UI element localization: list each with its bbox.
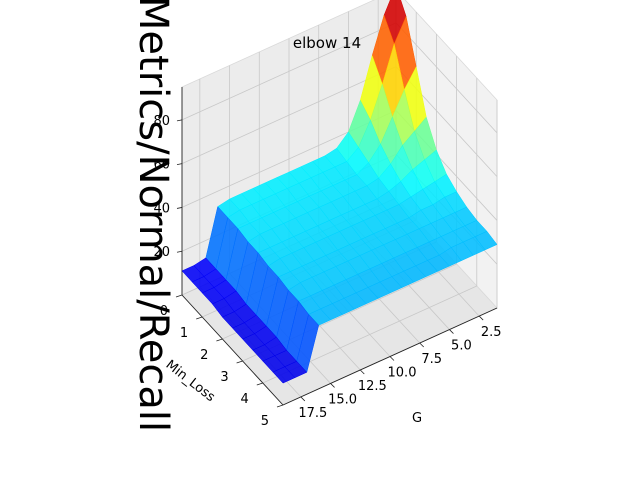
y-tick-label: 0: [160, 304, 168, 319]
x-tick-label: 15.0: [328, 392, 357, 407]
tick-mark: [359, 369, 365, 375]
y-tick-label: 4: [241, 392, 249, 407]
tick-mark: [176, 119, 183, 122]
grid-line-z: [181, 22, 397, 121]
grid-line-z: [181, 66, 397, 164]
tick-mark: [216, 338, 223, 342]
tick-mark: [236, 360, 243, 364]
surface-patch: [272, 366, 296, 384]
chart-title: elbow 14: [293, 34, 361, 52]
tick-mark: [176, 207, 183, 209]
tick-mark: [176, 250, 183, 253]
x-tick-label: 17.5: [298, 406, 327, 421]
tick-mark: [330, 383, 335, 388]
x-tick-label: 7.5: [421, 352, 442, 367]
x-tick-label: 12.5: [358, 379, 387, 394]
tick-mark: [389, 356, 395, 361]
x-tick-label: 10.0: [388, 366, 417, 381]
tick-mark: [256, 382, 263, 386]
grid-line-z: [395, 22, 498, 134]
x-tick-label: 5.0: [451, 339, 472, 354]
z-tick-label: 20: [153, 245, 170, 260]
y-axis-line: [181, 294, 284, 406]
z-tick-label: 60: [153, 158, 170, 173]
y-tick-label: 1: [180, 326, 188, 341]
surface: [181, 0, 498, 384]
y-tick-label: 3: [220, 370, 228, 385]
tick-mark: [175, 294, 183, 298]
y-tick-label: 2: [200, 348, 208, 363]
tick-mark: [419, 342, 425, 348]
z-axis-label: Metrics/Normal/Recall: [130, 0, 176, 432]
y-tick-label: 5: [261, 414, 269, 429]
z-tick-label: 80: [153, 114, 170, 129]
tick-mark: [300, 396, 306, 402]
tick-mark: [478, 315, 484, 321]
z-tick-label: 40: [153, 201, 170, 216]
x-axis-label: G: [412, 411, 422, 426]
tick-mark: [176, 163, 183, 166]
tick-mark: [196, 316, 203, 320]
tick-mark: [276, 404, 284, 408]
x-tick-label: 2.5: [481, 325, 502, 340]
tick-mark: [449, 329, 454, 334]
